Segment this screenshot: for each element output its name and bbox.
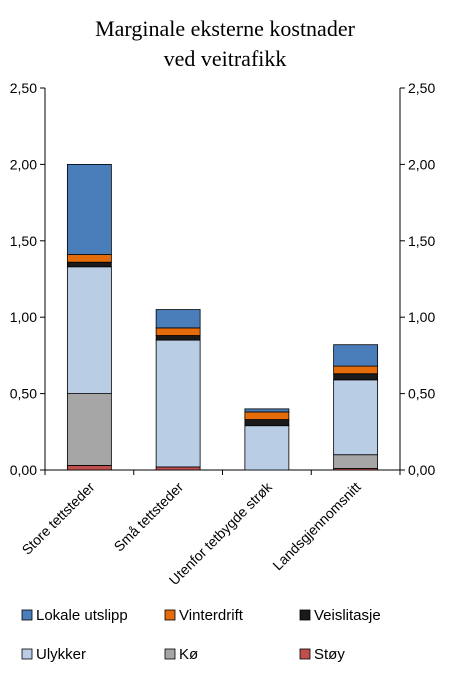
bar-segment <box>155 335 201 341</box>
bar-segment <box>66 163 112 255</box>
bar-segment <box>155 339 201 468</box>
left-y-tick-label: 2,50 <box>10 80 37 96</box>
bar-segment <box>66 261 112 268</box>
right-y-tick-label: 0,50 <box>408 386 435 402</box>
x-category-label: Utenfor tetbygde strøk <box>166 478 276 588</box>
left-y-tick-label: 0,00 <box>10 462 37 478</box>
right-y-tick-label: 1,00 <box>408 309 435 325</box>
right-y-tick-label: 1,50 <box>408 233 435 249</box>
bar-segment <box>66 393 112 466</box>
legend-label: Kø <box>179 646 198 663</box>
bar-segment <box>66 465 112 471</box>
legend-label: Veislitasje <box>314 607 381 624</box>
legend-swatch <box>164 609 176 621</box>
legend: Lokale utslipp Vinterdrift Veislitasje Ulyk… <box>21 607 381 663</box>
bar-segment <box>66 254 112 263</box>
legend-swatch <box>164 648 176 660</box>
bar-segment <box>244 411 290 420</box>
bar-segment <box>155 466 201 471</box>
legend-label: Lokale utslipp <box>36 607 128 624</box>
bar-segment <box>333 344 379 367</box>
legend-swatch <box>299 609 311 621</box>
left-y-tick-label: 1,50 <box>10 233 37 249</box>
bar-segment <box>244 419 290 427</box>
legend-swatch <box>299 648 311 660</box>
right-y-tick-label: 2,50 <box>408 80 435 96</box>
bar-segment <box>244 425 290 471</box>
right-y-tick-label: 0,00 <box>408 462 435 478</box>
bar-segment <box>244 408 290 413</box>
chart-title-line-2: ved veitrafikk <box>164 46 287 71</box>
left-y-tick-label: 1,00 <box>10 309 37 325</box>
chart-title-line-1: Marginale eksterne kostnader <box>95 16 356 41</box>
legend-label: Støy <box>314 646 345 663</box>
bar-segment <box>155 309 201 329</box>
x-category-label: Små tettsteder <box>111 479 187 555</box>
right-y-tick-label: 2,00 <box>408 156 435 172</box>
left-y-tick-label: 0,50 <box>10 386 37 402</box>
legend-swatch <box>21 648 33 660</box>
legend-swatch <box>21 609 33 621</box>
bar-segment <box>333 373 379 381</box>
legend-label: Ulykker <box>36 646 86 663</box>
bar-segment <box>155 327 201 336</box>
bar-segment <box>333 365 379 375</box>
left-y-tick-label: 2,00 <box>10 156 37 172</box>
plot-area: 0,00 0,00 0,50 0,50 1,00 1,00 1,50 1,50 2,00 2,00… <box>10 80 436 588</box>
bar-segment <box>333 454 379 469</box>
legend-label: Vinterdrift <box>179 607 244 624</box>
x-category-label: Store tettsteder <box>18 479 97 558</box>
bar-segment <box>66 266 112 394</box>
bar-segment <box>333 379 379 456</box>
x-category-label: Landsgjennomsnitt <box>269 479 363 573</box>
